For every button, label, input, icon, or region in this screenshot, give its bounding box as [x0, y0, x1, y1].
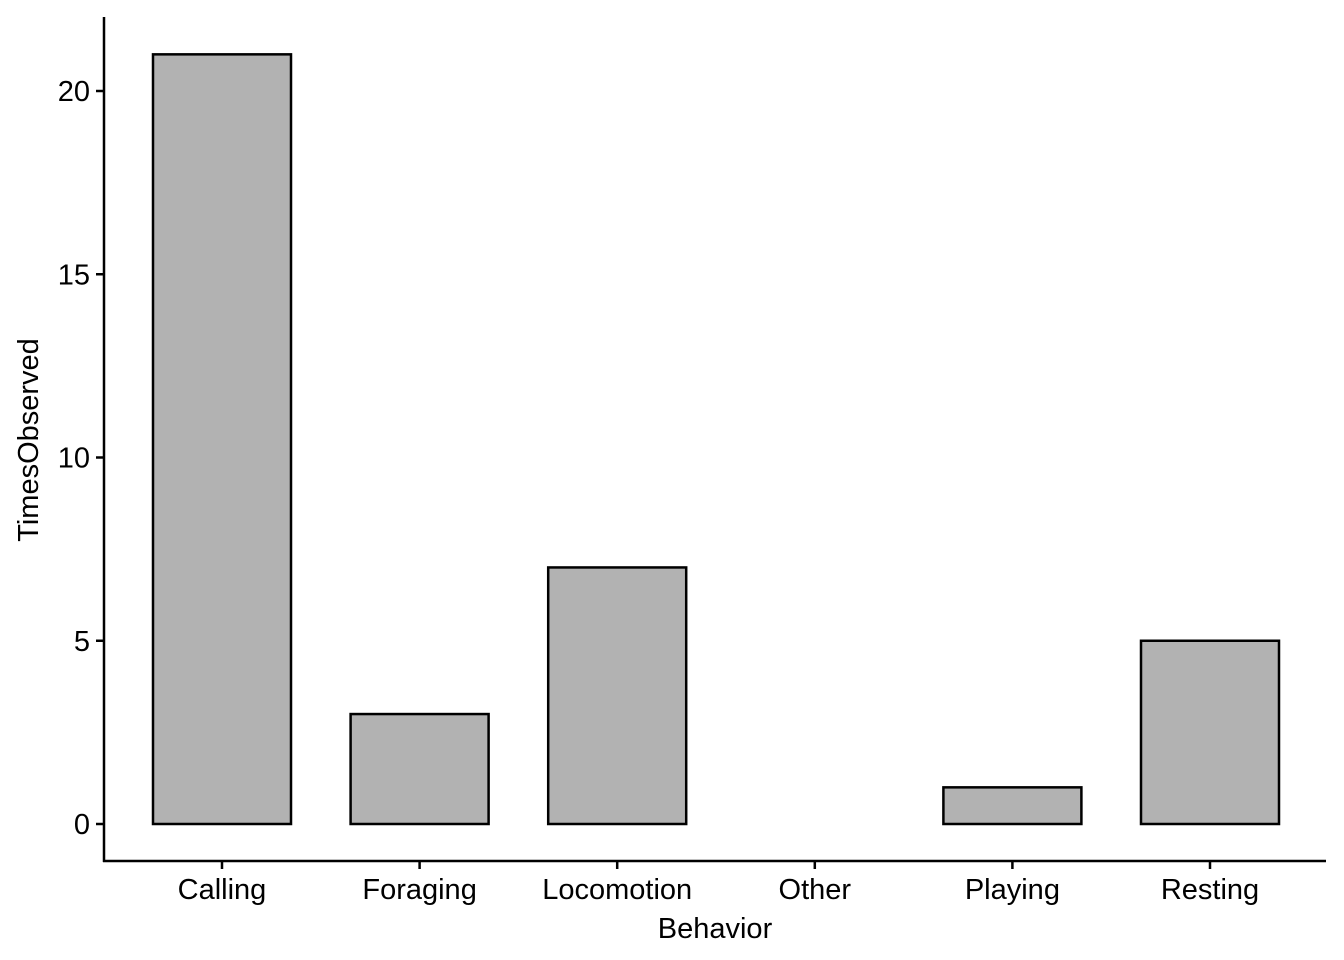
bar-locomotion [546, 566, 688, 826]
x-axis-title: Behavior [658, 913, 773, 945]
bar-calling [151, 53, 293, 826]
y-tick-label: 5 [74, 626, 90, 658]
x-tick-label: Resting [1161, 874, 1259, 906]
x-tick-label: Calling [178, 874, 267, 906]
y-tick-label: 20 [58, 76, 90, 108]
y-tick-label: 10 [58, 443, 90, 475]
y-ticks: 0 5 10 15 20 [58, 76, 104, 841]
y-tick-label: 0 [74, 809, 90, 841]
bar-resting [1139, 639, 1281, 826]
x-tick-label: Foraging [362, 874, 476, 906]
bar-playing [942, 786, 1083, 826]
y-axis-title: TimesObserved [13, 338, 45, 542]
x-tick-label: Playing [965, 874, 1060, 906]
y-tick-label: 15 [58, 259, 90, 291]
x-ticks: Calling Foraging Locomotion Other Playing Res… [178, 861, 1259, 906]
bars [151, 53, 1281, 826]
axes [102, 17, 1326, 863]
x-tick-label: Locomotion [542, 874, 692, 906]
bar-foraging [349, 712, 490, 826]
x-tick-label: Other [779, 874, 852, 906]
